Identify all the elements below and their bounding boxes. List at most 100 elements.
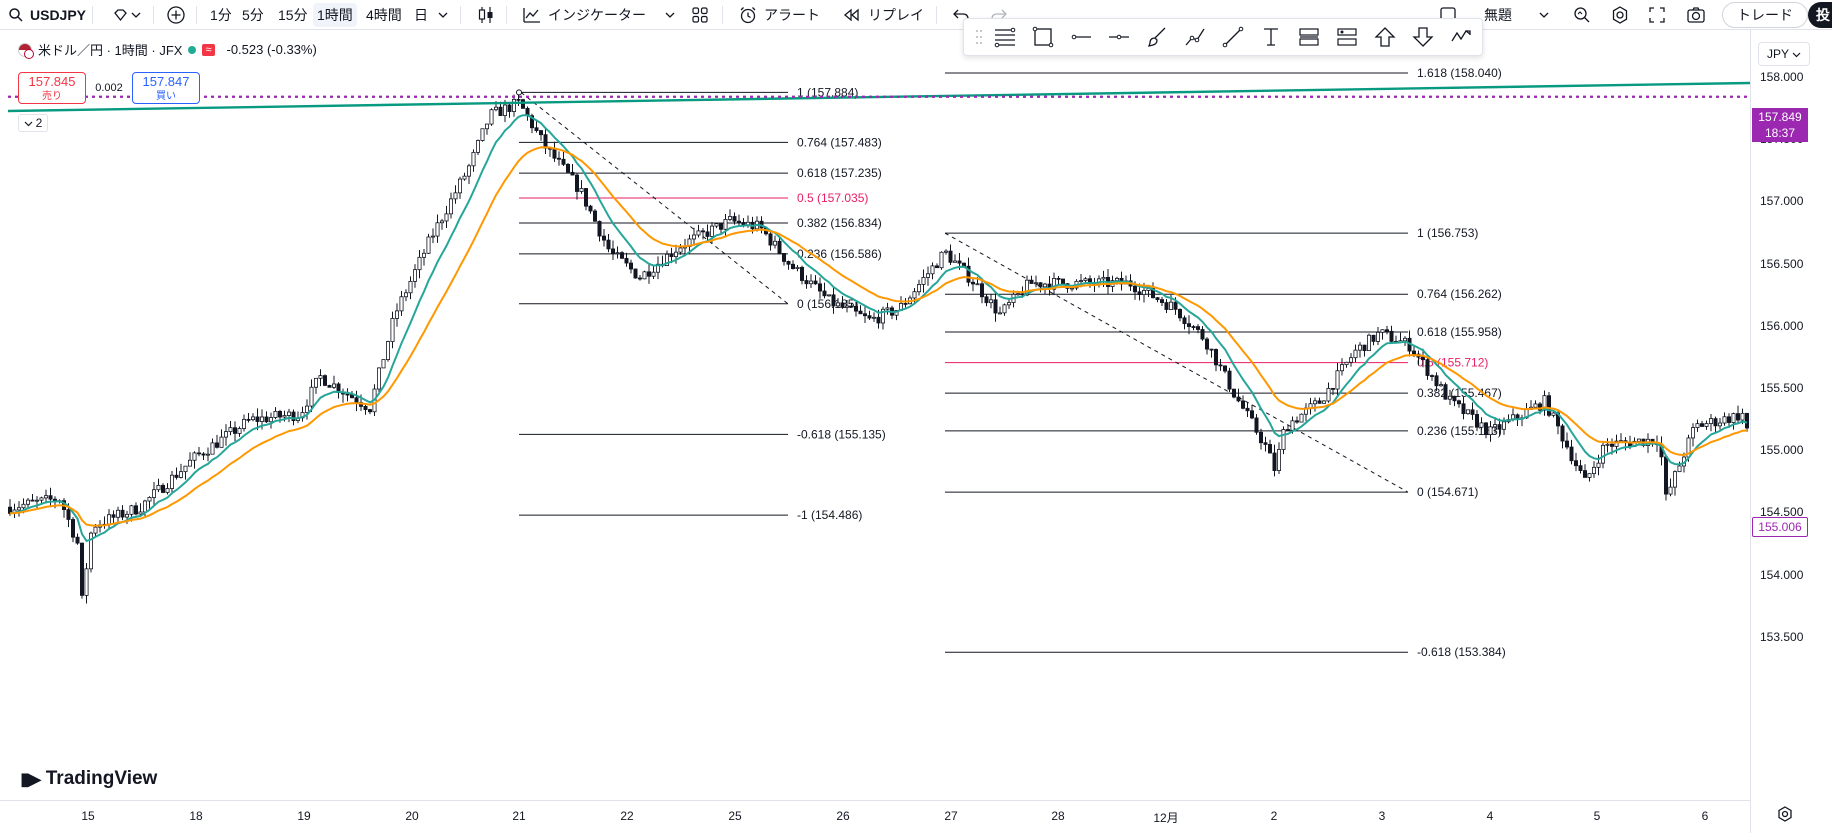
buy-button[interactable]: 157.847 買い: [132, 72, 200, 104]
replay-button[interactable]: リプレイ: [842, 0, 924, 30]
overlay-lines: [7, 81, 1750, 113]
candle-body: [944, 250, 949, 253]
fib-level-label: 0.236 (156.586): [797, 247, 882, 261]
candle-body: [1461, 403, 1466, 415]
drag-handle[interactable]: [972, 21, 986, 53]
tool-trend-line[interactable]: [1214, 21, 1252, 53]
candle-body: [1358, 344, 1363, 351]
indicator-badge[interactable]: ≈: [202, 43, 215, 56]
collapse-indicators-button[interactable]: 2: [18, 114, 48, 132]
tool-arrow-down[interactable]: [1404, 21, 1442, 53]
tool-projection[interactable]: [1442, 21, 1480, 53]
candle-body: [246, 418, 251, 421]
indicators-button[interactable]: インジケーター: [522, 0, 646, 30]
time-tick-label: 4: [1486, 809, 1494, 823]
candle-body: [710, 225, 715, 237]
layout-name[interactable]: 無題: [1484, 7, 1512, 23]
fib-level-label: 0.764 (157.483): [797, 135, 882, 149]
chart-type-button[interactable]: [476, 0, 496, 30]
candle-body: [521, 99, 526, 109]
price-scale[interactable]: [1750, 30, 1832, 833]
candle-body: [444, 213, 449, 222]
candle-body: [1421, 356, 1426, 361]
price-tick-label: 157.000: [1760, 194, 1804, 209]
candle-body: [390, 318, 395, 342]
candle-body: [354, 397, 359, 404]
indicators-dropdown[interactable]: [664, 0, 676, 30]
tool-path[interactable]: [1176, 21, 1214, 53]
candle-body: [116, 509, 121, 518]
candle-body: [48, 495, 53, 500]
candle-body: [1115, 277, 1120, 282]
interval-15m[interactable]: 15分: [278, 7, 308, 23]
candle-body: [840, 302, 845, 308]
price-tick-label: 155.500: [1760, 381, 1804, 395]
interval-1h[interactable]: 1時間: [313, 3, 357, 27]
tool-long-position[interactable]: [1290, 21, 1328, 53]
price-tick-label: 153.500: [1760, 629, 1804, 644]
tool-arrow-up[interactable]: [1366, 21, 1404, 53]
alert-button[interactable]: アラート: [738, 0, 820, 30]
candle-body: [1268, 444, 1273, 454]
candle-body: [1038, 282, 1043, 288]
divider: [92, 6, 93, 24]
candle-body: [39, 497, 44, 501]
candle-body: [1196, 326, 1201, 330]
settings-button[interactable]: [1610, 0, 1630, 30]
chart-settings-button[interactable]: [1776, 805, 1794, 828]
interval-5m[interactable]: 5分: [242, 7, 264, 23]
snapshot-button[interactable]: [1686, 0, 1706, 30]
candle-body: [723, 219, 728, 230]
candle-body: [935, 265, 940, 269]
candle-body: [831, 294, 836, 307]
fib-level-label: 0.618 (157.235): [797, 166, 882, 180]
candle-body: [863, 313, 868, 317]
publish-button[interactable]: 投: [1808, 2, 1832, 28]
candle-body: [809, 280, 814, 285]
tool-rectangle[interactable]: [1024, 21, 1062, 53]
layout-dropdown[interactable]: [1538, 0, 1550, 30]
interval-1d[interactable]: 日: [414, 7, 428, 23]
candle-body: [156, 484, 161, 491]
usd-jpy-flag-icon: [18, 42, 34, 59]
tool-horizontal-ray[interactable]: [1062, 21, 1100, 53]
trend-line-icon: [1222, 26, 1244, 48]
time-tick-label: 15: [81, 809, 95, 823]
quick-search-button[interactable]: [1572, 0, 1592, 30]
candle-body: [282, 415, 287, 418]
tool-horizontal-line[interactable]: [1100, 21, 1138, 53]
candle-body: [516, 98, 521, 101]
symbol-search[interactable]: USDJPY: [8, 0, 88, 30]
tool-fib-retracement[interactable]: [986, 21, 1024, 53]
candle-body: [169, 474, 174, 489]
interval-4h[interactable]: 4時間: [366, 7, 402, 23]
candle-body: [1227, 370, 1232, 390]
sell-button[interactable]: 157.845 売り: [18, 72, 86, 104]
fullscreen-button[interactable]: [1648, 0, 1666, 30]
fib-level-label: -0.618 (153.384): [1417, 645, 1506, 659]
compare-symbol-button[interactable]: [112, 0, 144, 30]
time-tick-label: 27: [944, 809, 958, 823]
currency-selector[interactable]: JPY: [1758, 42, 1810, 66]
add-symbol-button[interactable]: [166, 0, 186, 30]
chart-pane[interactable]: 1 (157.884) 0.764 (157.483) 0.618 (157.235…: [0, 30, 1832, 833]
templates-button[interactable]: [690, 0, 710, 30]
candle-body: [1439, 384, 1444, 387]
candle-body: [1484, 422, 1489, 436]
tool-text[interactable]: [1252, 21, 1290, 53]
trade-button[interactable]: トレード: [1722, 2, 1808, 28]
interval-1m[interactable]: 1分: [210, 7, 232, 23]
candle-body: [777, 240, 782, 254]
candle-body: [1677, 465, 1682, 473]
candle-body: [399, 296, 404, 312]
indicators-icon: [523, 8, 540, 23]
fib-trend-line: [520, 92, 789, 305]
interval-dropdown[interactable]: [437, 0, 449, 30]
moving-averages: [9, 114, 1748, 543]
tool-short-position[interactable]: [1328, 21, 1366, 53]
candle-body: [1547, 395, 1552, 416]
tool-brush[interactable]: [1138, 21, 1176, 53]
candle-body: [502, 104, 507, 116]
time-axis[interactable]: 15 18 19 20 21 22 25 26 27 28 12月 2 3 4 5 6: [0, 800, 1750, 833]
candle-body: [1583, 470, 1588, 478]
